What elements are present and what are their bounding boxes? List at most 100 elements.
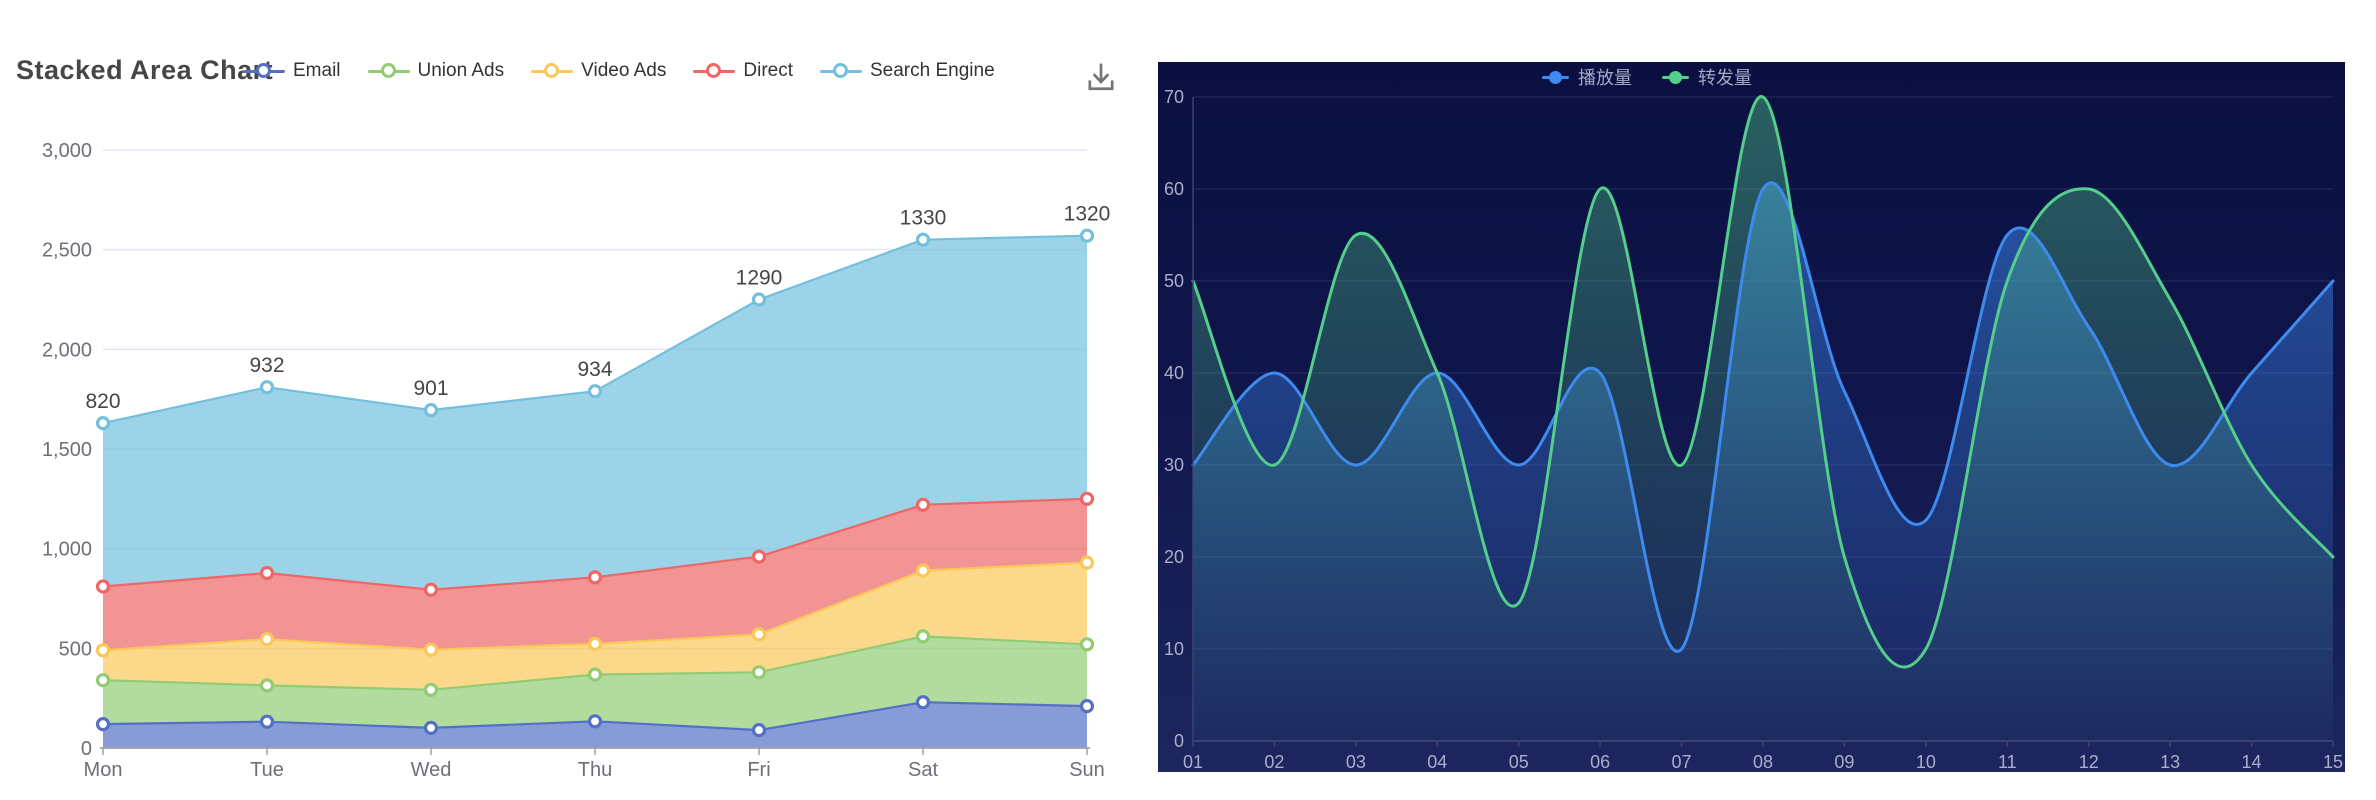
legend-line-circle-icon — [820, 63, 862, 79]
data-point[interactable] — [915, 695, 931, 710]
data-point[interactable] — [587, 714, 603, 729]
legend-label: Video Ads — [581, 60, 667, 81]
data-point[interactable] — [95, 673, 111, 688]
y-axis-label: 30 — [1164, 455, 1184, 475]
legend-item-search-engine[interactable]: Search Engine — [820, 60, 995, 82]
data-point[interactable] — [915, 629, 931, 644]
data-point[interactable] — [95, 643, 111, 658]
legend-line-dot-icon — [1662, 70, 1689, 84]
y-axis-label: 3,000 — [42, 140, 92, 162]
save-as-image-button[interactable] — [1082, 58, 1120, 96]
legend-item-0[interactable]: 播放量 — [1542, 64, 1632, 90]
y-axis-label: 1,500 — [42, 439, 92, 461]
value-label: 1320 — [1064, 203, 1111, 226]
x-axis-label: 14 — [2242, 752, 2262, 772]
y-axis-label: 2,500 — [42, 240, 92, 262]
data-point[interactable] — [1079, 698, 1095, 714]
x-axis-label: Tue — [250, 759, 284, 781]
legend-label: Union Ads — [417, 60, 505, 81]
legend-line-circle-icon — [243, 63, 285, 79]
series-line-1 — [1191, 95, 2335, 669]
data-point[interactable] — [259, 565, 275, 581]
y-axis-label: 40 — [1164, 363, 1184, 383]
data-point[interactable] — [423, 403, 439, 418]
data-point[interactable] — [587, 636, 603, 652]
legend-line-circle-icon — [693, 63, 736, 79]
legend-item-direct[interactable]: Direct — [693, 60, 793, 82]
x-axis-label: 12 — [2079, 752, 2099, 772]
series-line-0 — [1191, 181, 2335, 653]
y-axis-label: 70 — [1164, 87, 1184, 107]
value-label: 1290 — [736, 267, 783, 290]
data-point[interactable] — [915, 232, 931, 247]
right-chart-legend: 播放量 转发量 — [1542, 64, 1752, 90]
legend-dot — [1669, 70, 1682, 84]
y-axis-label: 50 — [1164, 271, 1184, 291]
x-axis-label: 09 — [1834, 752, 1854, 772]
data-point[interactable] — [95, 579, 111, 594]
legend-item-union-ads[interactable]: Union Ads — [367, 60, 505, 82]
data-point[interactable] — [259, 380, 275, 395]
data-point[interactable] — [915, 497, 931, 512]
x-axis-label: 08 — [1753, 752, 1773, 772]
value-label: 932 — [249, 354, 284, 377]
data-point[interactable] — [915, 563, 931, 578]
x-axis-label: 05 — [1509, 752, 1529, 772]
data-point[interactable] — [587, 384, 603, 399]
data-point[interactable] — [751, 549, 767, 564]
x-axis-label: 06 — [1590, 752, 1610, 772]
data-point[interactable] — [259, 714, 275, 729]
legend-dot — [1549, 70, 1562, 84]
data-point[interactable] — [95, 716, 111, 732]
data-point[interactable] — [423, 582, 439, 597]
data-point[interactable] — [751, 665, 767, 680]
legend-ring — [833, 63, 848, 78]
page-title: Stacked Area Chart — [16, 55, 274, 85]
y-axis-label: 2,000 — [42, 339, 92, 361]
y-axis-label: 1,000 — [42, 539, 92, 561]
data-point[interactable] — [751, 292, 767, 307]
data-point[interactable] — [1079, 491, 1095, 506]
data-point[interactable] — [1079, 555, 1095, 570]
legend-ring — [706, 63, 722, 78]
left-chart-legend: Email Union Ads Video Ads Direct Search Engi… — [243, 60, 995, 82]
x-axis-label: 10 — [1916, 752, 1936, 772]
x-axis-label: 03 — [1346, 752, 1366, 772]
value-label: 934 — [577, 358, 612, 381]
x-axis-label: Sun — [1069, 759, 1105, 781]
legend-label: Direct — [743, 60, 793, 81]
stacked-area-chart-canvas: 0 500 1,000 1,500 2,000 2,500 3,000 820 932 901 93… — [42, 140, 1111, 781]
data-point[interactable] — [259, 632, 275, 647]
legend-item-email[interactable]: Email — [243, 60, 341, 82]
legend-line-dot-icon — [1542, 70, 1569, 84]
download-icon — [1088, 63, 1114, 91]
data-point[interactable] — [423, 720, 439, 736]
y-axis-label: 10 — [1164, 639, 1184, 659]
x-axis-label: 11 — [1998, 752, 2017, 772]
data-point[interactable] — [587, 570, 603, 585]
area-1 — [103, 636, 1087, 731]
data-point[interactable] — [95, 416, 111, 431]
x-axis-label: Wed — [411, 759, 452, 781]
y-axis-label: 20 — [1164, 547, 1184, 567]
data-point[interactable] — [587, 667, 603, 682]
legend-ring — [380, 63, 396, 78]
y-axis-label: 500 — [59, 638, 92, 660]
data-point[interactable] — [751, 627, 767, 642]
data-point[interactable] — [423, 642, 439, 657]
x-axis-label: 04 — [1427, 752, 1447, 772]
x-axis-label: Sat — [908, 759, 938, 781]
y-axis-label: 60 — [1164, 179, 1184, 199]
data-point[interactable] — [751, 722, 767, 738]
data-point[interactable] — [1079, 228, 1095, 243]
legend-ring — [544, 63, 560, 78]
legend-label: Search Engine — [870, 60, 995, 81]
data-point[interactable] — [1079, 637, 1095, 652]
data-point[interactable] — [259, 678, 275, 693]
data-point[interactable] — [423, 682, 439, 697]
legend-item-1[interactable]: 转发量 — [1662, 64, 1752, 90]
value-label: 901 — [413, 377, 448, 400]
smooth-line-chart-canvas: 0 10 20 30 40 50 60 70 01 02 03 04 05 06 07 08 09 10 11 12 1… — [1164, 87, 2343, 772]
legend-item-video-ads[interactable]: Video Ads — [531, 60, 666, 82]
